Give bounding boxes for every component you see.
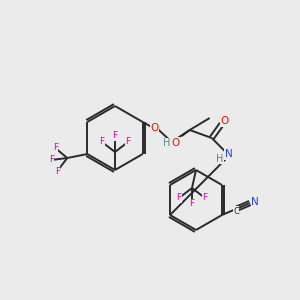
Text: C: C bbox=[233, 206, 239, 215]
Text: O: O bbox=[151, 123, 159, 133]
Text: F: F bbox=[55, 167, 60, 176]
Text: H: H bbox=[216, 154, 224, 164]
Text: F: F bbox=[112, 131, 118, 140]
Text: F: F bbox=[202, 194, 208, 202]
Text: F: F bbox=[53, 143, 58, 152]
Text: F: F bbox=[125, 137, 130, 146]
Text: O: O bbox=[220, 116, 229, 126]
Text: O: O bbox=[172, 138, 180, 148]
Text: F: F bbox=[49, 155, 54, 164]
Text: F: F bbox=[176, 194, 181, 202]
Text: N: N bbox=[251, 197, 259, 207]
Text: N: N bbox=[225, 149, 232, 159]
Text: F: F bbox=[189, 200, 195, 208]
Text: F: F bbox=[99, 137, 105, 146]
Text: H: H bbox=[163, 138, 170, 148]
